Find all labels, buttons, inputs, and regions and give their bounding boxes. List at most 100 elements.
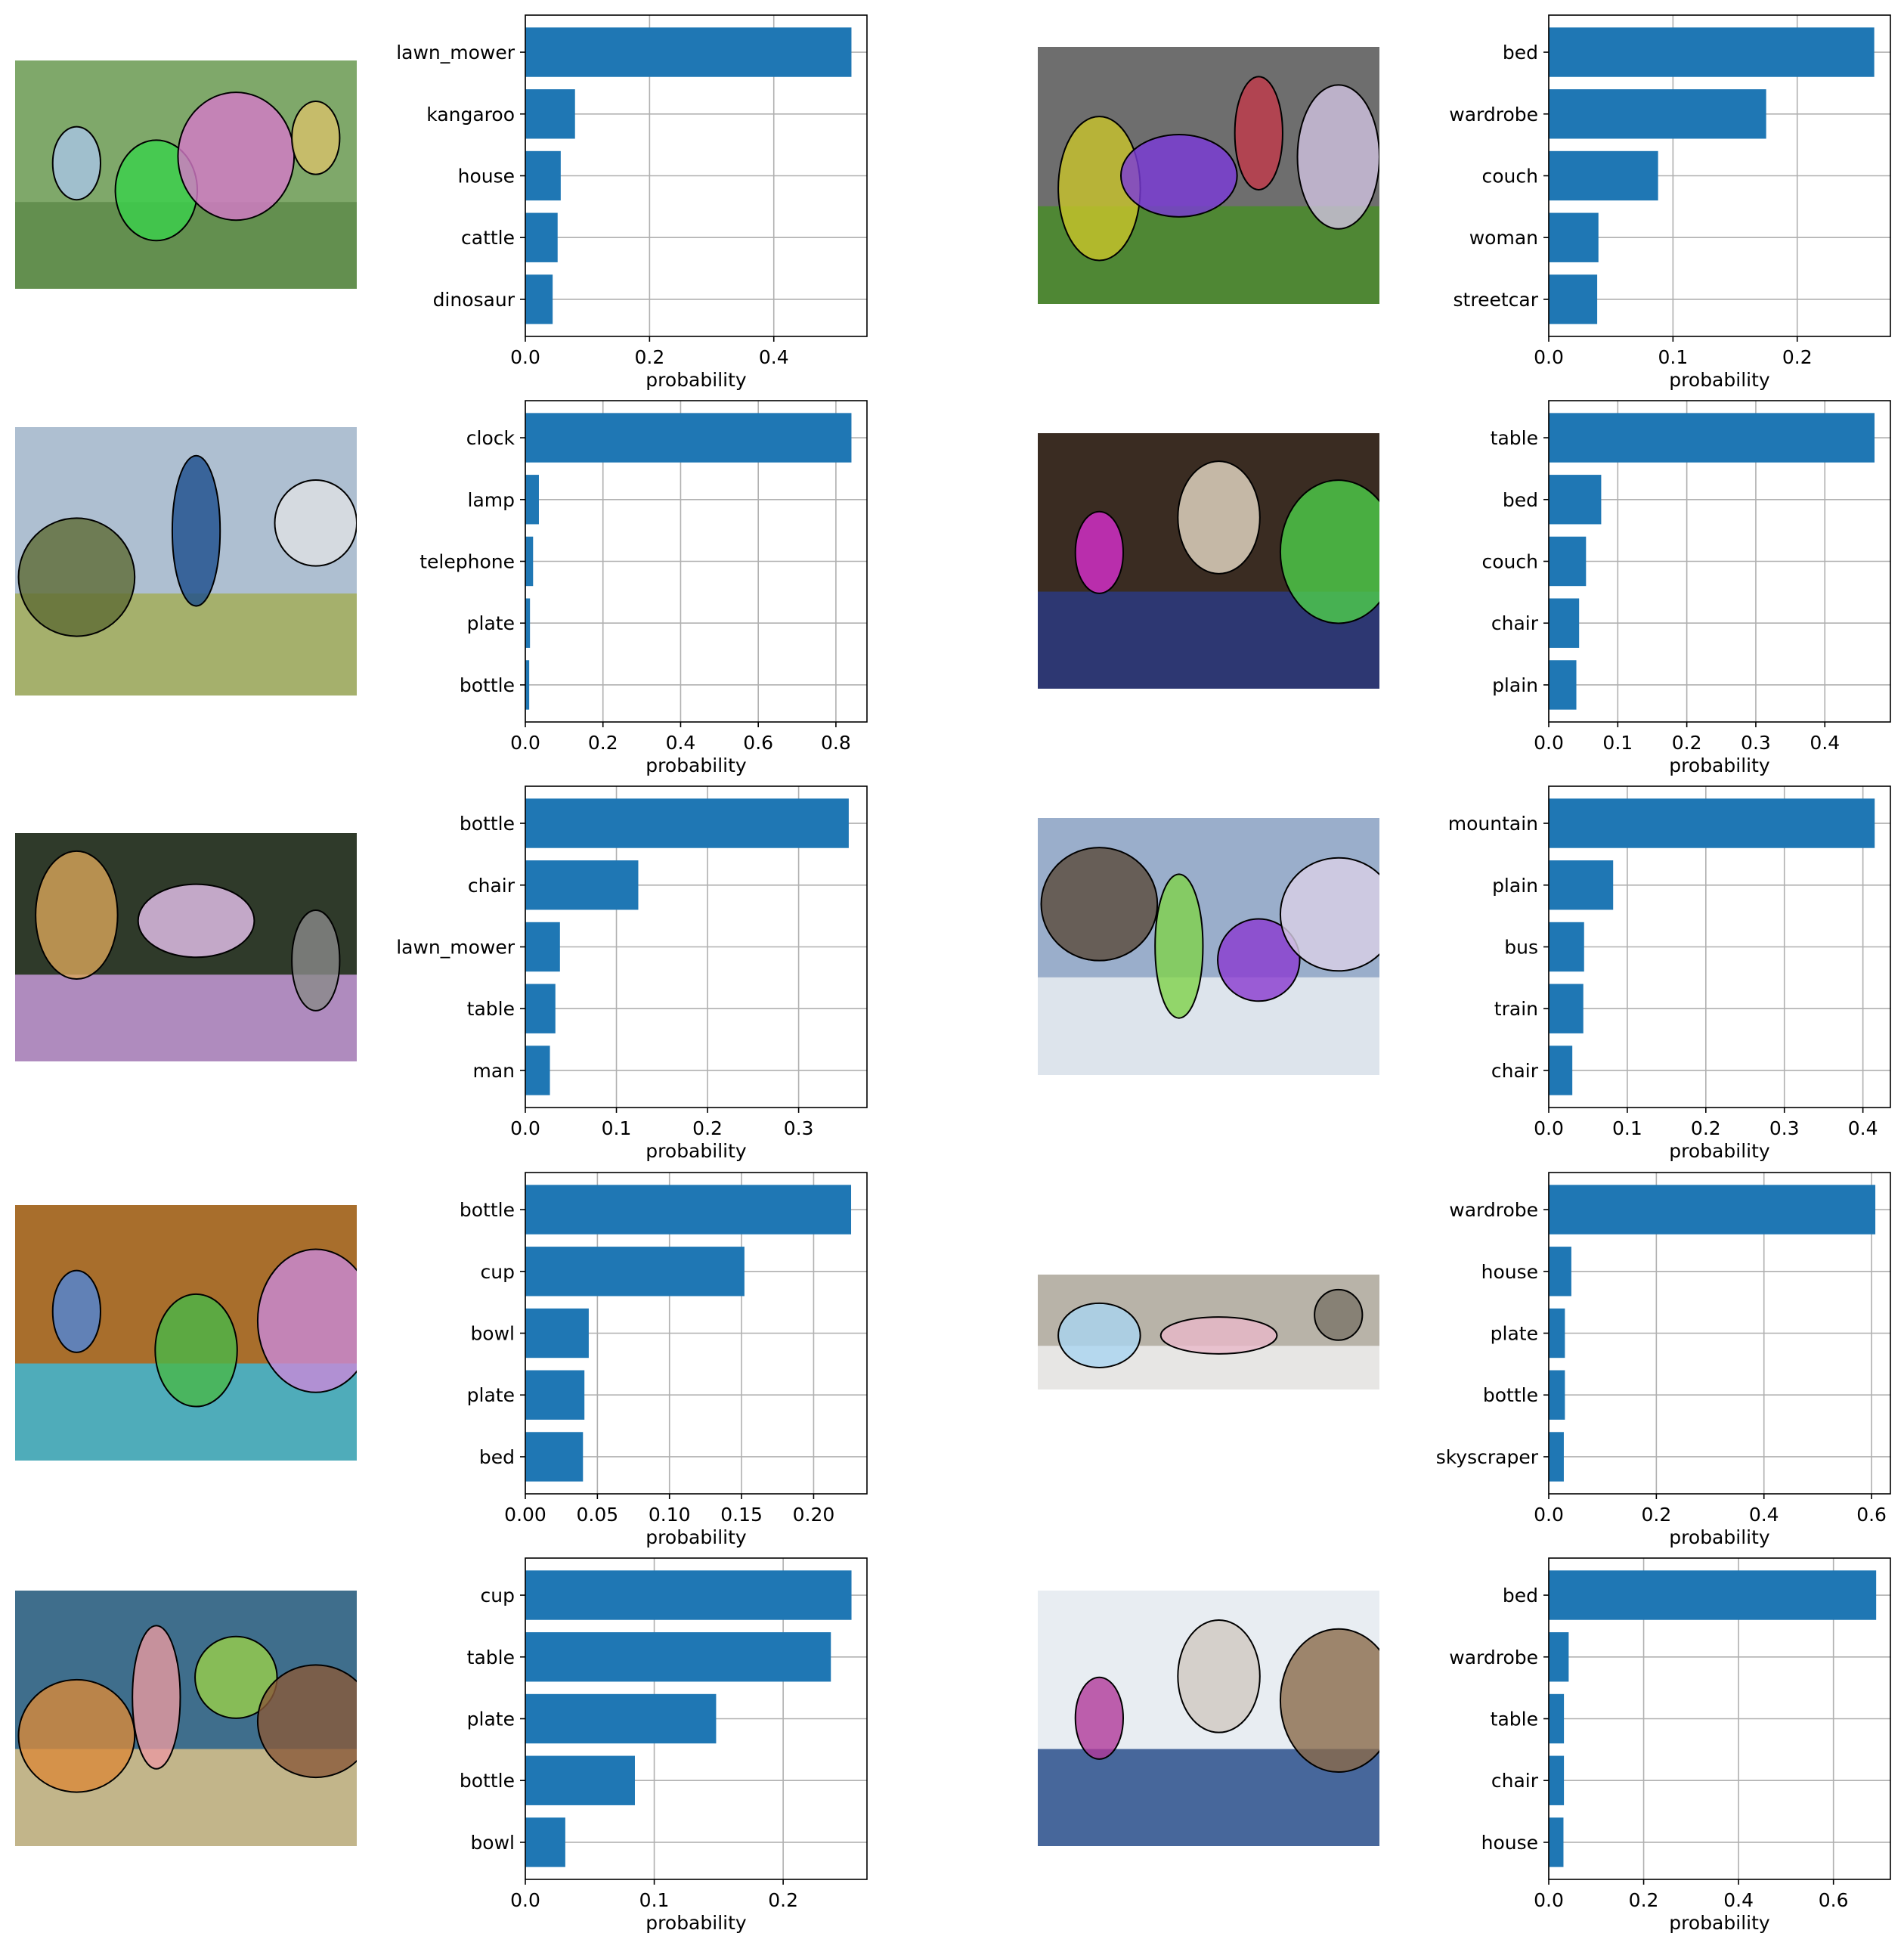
segmentation-mask [177, 91, 296, 222]
bar-clock [525, 413, 852, 463]
segmentation-mask [1217, 918, 1301, 1002]
bar-lawn_mower [525, 922, 560, 972]
category-label: wardrobe [1449, 1647, 1538, 1668]
bar-table [525, 1632, 831, 1682]
x-tick-label: 0.2 [768, 1889, 798, 1911]
category-label: train [1494, 998, 1538, 1020]
photo-man-with-bottle-with-segmentation [15, 833, 357, 1061]
segmentation-mask [1177, 1619, 1261, 1733]
category-label: chair [1491, 612, 1539, 634]
segmentation-mask [1279, 1628, 1379, 1773]
bar-bottle [525, 1755, 635, 1805]
x-tick-label: 0.0 [510, 1117, 540, 1139]
category-label: bed [479, 1446, 515, 1468]
segmentation-mask [1279, 857, 1379, 972]
x-tick-label: 0.6 [743, 732, 773, 754]
category-label: kangaroo [426, 104, 515, 125]
bar-couch [1549, 150, 1658, 201]
bar-house [1549, 1817, 1564, 1867]
category-label: bed [1503, 1585, 1538, 1606]
x-axis-label: probability [646, 754, 747, 776]
category-label: dinosaur [433, 289, 515, 311]
x-tick-label: 0.4 [1749, 1504, 1779, 1526]
panel-9-image [15, 1591, 357, 1846]
category-label: chair [468, 875, 515, 897]
segmentation-mask [1040, 847, 1159, 962]
panel-6-chart: mountain plain bus train chair 0.0 0.1 0.2 0.3 0.… [1448, 785, 1891, 1162]
category-label: telephone [419, 551, 515, 573]
category-label: chair [1491, 1770, 1539, 1792]
panel-2-chart: bed wardrobe couch woman streetcar 0.0 0.1 0.2 p… [1449, 14, 1891, 391]
x-tick-label: 0.6 [1819, 1889, 1849, 1911]
category-label: bottle [460, 1770, 515, 1792]
bar-bed [1549, 1570, 1877, 1620]
category-label: bed [1503, 42, 1538, 64]
panel-4-image [1038, 433, 1379, 689]
bar-lawn_mower [525, 27, 852, 77]
bar-chair [1549, 598, 1580, 648]
panel-7-chart: bottle cup bowl plate bed 0.00 0.05 0.10 0.15 0.2… [460, 1172, 868, 1548]
category-label: house [458, 166, 515, 187]
bar-plate [1549, 1308, 1565, 1359]
bar-chair [525, 860, 639, 910]
bar-train [1549, 984, 1584, 1033]
category-label: mountain [1448, 813, 1538, 835]
photo-people-on-lawn-with-segmentation [15, 60, 357, 289]
x-tick-label: 0.3 [784, 1117, 814, 1139]
category-label: bus [1504, 937, 1538, 959]
segmentation-mask [1177, 460, 1261, 575]
panel-3-chart: clock lamp telephone plate bottle 0.0 0.2 0.4 0.… [419, 400, 868, 776]
x-tick-label: 0.05 [577, 1504, 619, 1526]
category-label: plain [1492, 674, 1538, 696]
bar-wardrobe [1549, 89, 1766, 139]
panel-4-chart: table bed couch chair plain 0.0 0.1 0.2 0.3 0.4 pr… [1482, 400, 1891, 776]
segmentation-mask [291, 101, 341, 175]
category-label: chair [1491, 1060, 1539, 1082]
bar-mountain [1549, 798, 1875, 848]
category-label: bowl [470, 1323, 515, 1345]
x-tick-label: 0.1 [1658, 346, 1688, 368]
bar-bottle [525, 1185, 852, 1235]
x-axis-label: probability [646, 1912, 747, 1934]
bar-bus [1549, 922, 1584, 972]
category-label: bottle [460, 1199, 515, 1221]
x-tick-label: 0.0 [510, 1889, 540, 1911]
x-axis-label: probability [646, 1140, 747, 1162]
x-tick-label: 0.3 [1741, 732, 1771, 754]
x-tick-label: 0.2 [1782, 346, 1813, 368]
category-label: couch [1482, 551, 1538, 573]
bar-plain [1549, 860, 1614, 910]
panel-8-chart: wardrobe house plate bottle skyscraper 0.0 0.2… [1436, 1172, 1891, 1548]
category-label: plate [467, 612, 515, 634]
category-label: plate [467, 1384, 515, 1406]
panel-9-chart: cup table plate bottle bowl 0.0 0.1 0.2 probabil… [460, 1557, 868, 1934]
x-tick-label: 0.1 [1602, 732, 1633, 754]
category-label: lawn_mower [396, 42, 515, 64]
x-tick-label: 0.2 [1691, 1117, 1721, 1139]
category-label: table [467, 998, 515, 1020]
category-label: house [1481, 1261, 1538, 1283]
bar-lamp [525, 475, 539, 525]
segmentation-mask [17, 517, 136, 637]
category-label: cattle [461, 227, 515, 249]
category-label: couch [1482, 166, 1538, 187]
bar-table [1549, 1693, 1565, 1744]
bar-table [1549, 413, 1875, 463]
x-tick-label: 0.2 [588, 732, 618, 754]
bar-wardrobe [1549, 1185, 1876, 1235]
category-label: table [467, 1647, 515, 1668]
x-axis-label: probability [1669, 1912, 1770, 1934]
segmentation-mask [256, 1248, 357, 1393]
bar-wardrobe [1549, 1632, 1569, 1682]
bar-bottle [1549, 1370, 1565, 1420]
x-tick-label: 0.4 [1723, 1889, 1754, 1911]
segmentation-mask [1159, 1316, 1278, 1355]
x-tick-label: 0.0 [1534, 1117, 1564, 1139]
photo-child-with-cup-and-bowl-with-segmentation [15, 1205, 357, 1461]
x-axis-label: probability [1669, 754, 1770, 776]
segmentation-mask [51, 1269, 101, 1353]
bar-bottle [525, 660, 530, 710]
segmentation-mask [35, 850, 119, 981]
bar-streetcar [1549, 274, 1598, 324]
